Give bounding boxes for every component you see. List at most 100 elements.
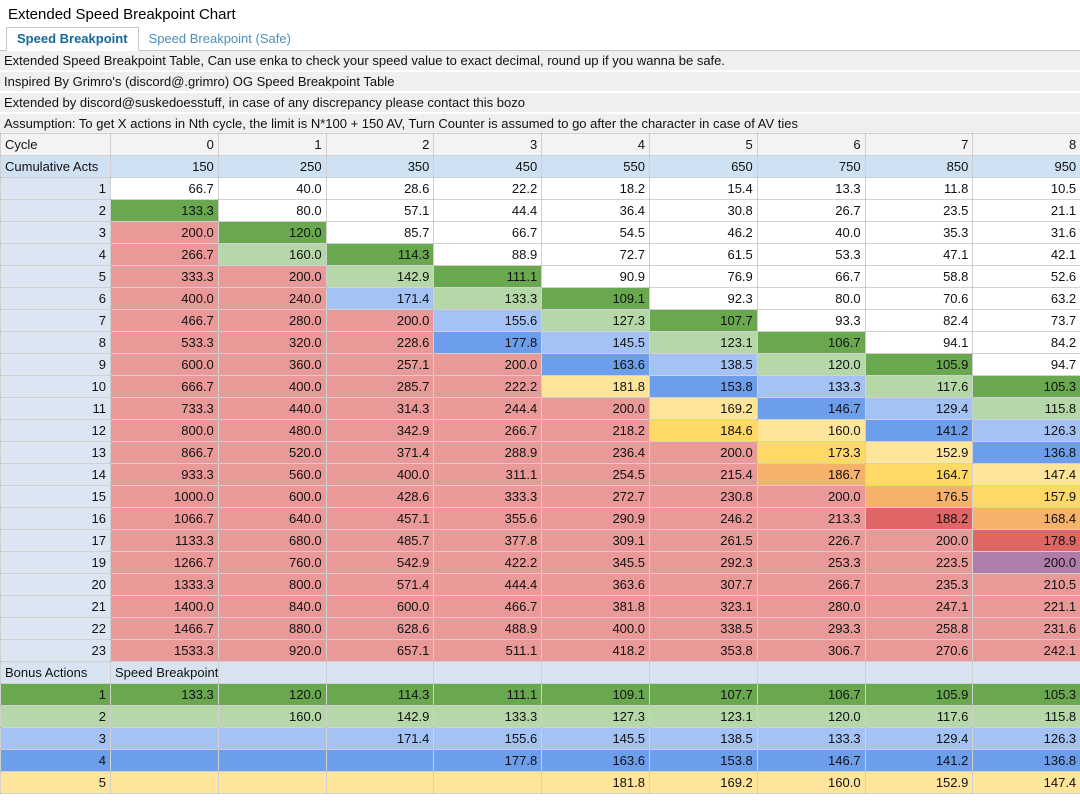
value-cell: 280.0: [217, 309, 327, 332]
bonus-value-cell: 136.8: [972, 749, 1080, 772]
value-cell: 360.0: [217, 353, 327, 376]
value-cell: 215.4: [648, 463, 758, 486]
bonus-value-cell: 169.2: [648, 771, 758, 794]
cycle-cell: 1: [217, 133, 327, 156]
value-cell: 200.0: [325, 309, 435, 332]
value-cell: 363.6: [541, 573, 650, 596]
value-cell: 80.0: [756, 287, 866, 310]
row-label: 7: [0, 309, 111, 332]
value-cell: 355.6: [433, 507, 543, 530]
bonus-header-cell: [864, 661, 974, 684]
tab-speed-breakpoint[interactable]: Speed Breakpoint: [6, 27, 139, 51]
value-cell: 84.2: [972, 331, 1080, 354]
table-row: 22 1466.7 880.0 628.6 488.9 400.0 338.5 293.3 25…: [0, 617, 1080, 640]
value-cell: 147.4: [972, 463, 1080, 486]
value-cell: 85.7: [325, 221, 435, 244]
value-cell: 488.9: [433, 617, 543, 640]
value-cell: 381.8: [541, 595, 650, 618]
row-label: 11: [0, 397, 111, 420]
acts-cell: 350: [325, 155, 435, 178]
table-row: 21 1400.0 840.0 600.0 466.7 381.8 323.1 280.0 24…: [0, 595, 1080, 618]
row-label: 16: [0, 507, 111, 530]
value-cell: 511.1: [433, 639, 543, 662]
value-cell: 169.2: [648, 397, 758, 420]
value-cell: 120.0: [217, 221, 327, 244]
value-cell: 146.7: [756, 397, 866, 420]
value-cell: 1466.7: [110, 617, 219, 640]
value-cell: 127.3: [541, 309, 650, 332]
row-label: 2: [0, 199, 111, 222]
value-cell: 105.3: [972, 375, 1080, 398]
tab-speed-breakpoint-safe[interactable]: Speed Breakpoint (Safe): [148, 31, 291, 46]
bonus-value-cell: 152.9: [864, 771, 974, 794]
bonus-value-cell: [110, 771, 219, 794]
value-cell: 457.1: [325, 507, 435, 530]
value-cell: 40.0: [756, 221, 866, 244]
value-cell: 26.7: [756, 199, 866, 222]
value-cell: 90.9: [541, 265, 650, 288]
bonus-value-cell: 133.3: [110, 683, 219, 706]
value-cell: 311.1: [433, 463, 543, 486]
value-cell: 117.6: [864, 375, 974, 398]
value-cell: 680.0: [217, 529, 327, 552]
value-cell: 31.6: [972, 221, 1080, 244]
value-cell: 213.3: [756, 507, 866, 530]
value-cell: 266.7: [433, 419, 543, 442]
value-cell: 66.7: [756, 265, 866, 288]
bonus-row: 4 177.8 163.6 153.8 146.7 141.2 136.8: [0, 749, 1080, 772]
value-cell: 353.8: [648, 639, 758, 662]
value-cell: 22.2: [433, 177, 543, 200]
row-label: 14: [0, 463, 111, 486]
row-label: 6: [0, 287, 111, 310]
row-label: 20: [0, 573, 111, 596]
value-cell: 257.1: [325, 353, 435, 376]
value-cell: 600.0: [110, 353, 219, 376]
value-cell: 42.1: [972, 243, 1080, 266]
value-cell: 760.0: [217, 551, 327, 574]
table-row: 13 866.7 520.0 371.4 288.9 236.4 200.0 173.3 152…: [0, 441, 1080, 464]
table-row: 17 1133.3 680.0 485.7 377.8 309.1 261.5 226.7 20…: [0, 529, 1080, 552]
value-cell: 200.0: [541, 397, 650, 420]
bonus-value-cell: 115.8: [972, 705, 1080, 728]
value-cell: 57.1: [325, 199, 435, 222]
bonus-header-cell: [541, 661, 650, 684]
value-cell: 309.1: [541, 529, 650, 552]
value-cell: 231.6: [972, 617, 1080, 640]
bonus-value-cell: [217, 771, 327, 794]
value-cell: 1133.3: [110, 529, 219, 552]
value-cell: 288.9: [433, 441, 543, 464]
bonus-label: 1: [0, 683, 111, 706]
value-cell: 115.8: [972, 397, 1080, 420]
value-cell: 400.0: [217, 375, 327, 398]
value-cell: 82.4: [864, 309, 974, 332]
value-cell: 92.3: [648, 287, 758, 310]
cycle-cell: 6: [756, 133, 866, 156]
row-label: 15: [0, 485, 111, 508]
acts-cell: 550: [541, 155, 650, 178]
bonus-value-cell: 146.7: [756, 749, 866, 772]
value-cell: 880.0: [217, 617, 327, 640]
value-cell: 306.7: [756, 639, 866, 662]
value-cell: 178.9: [972, 529, 1080, 552]
value-cell: 36.4: [541, 199, 650, 222]
speed-breakpoints-label: Speed Breakpoints: [110, 661, 219, 684]
value-cell: 466.7: [433, 595, 543, 618]
value-cell: 800.0: [110, 419, 219, 442]
bonus-value-cell: [110, 705, 219, 728]
bonus-header-cell: [756, 661, 866, 684]
cycle-cell: 4: [541, 133, 650, 156]
value-cell: 242.1: [972, 639, 1080, 662]
bonus-value-cell: 126.3: [972, 727, 1080, 750]
value-cell: 270.6: [864, 639, 974, 662]
notes-section: Extended Speed Breakpoint Table, Can use…: [0, 51, 1080, 133]
value-cell: 61.5: [648, 243, 758, 266]
acts-cell: 450: [433, 155, 543, 178]
value-cell: 600.0: [325, 595, 435, 618]
bonus-header-cell: [648, 661, 758, 684]
value-cell: 133.3: [756, 375, 866, 398]
value-cell: 560.0: [217, 463, 327, 486]
value-cell: 114.3: [325, 243, 435, 266]
value-cell: 200.0: [433, 353, 543, 376]
cycle-cell: 3: [433, 133, 543, 156]
value-cell: 173.3: [756, 441, 866, 464]
